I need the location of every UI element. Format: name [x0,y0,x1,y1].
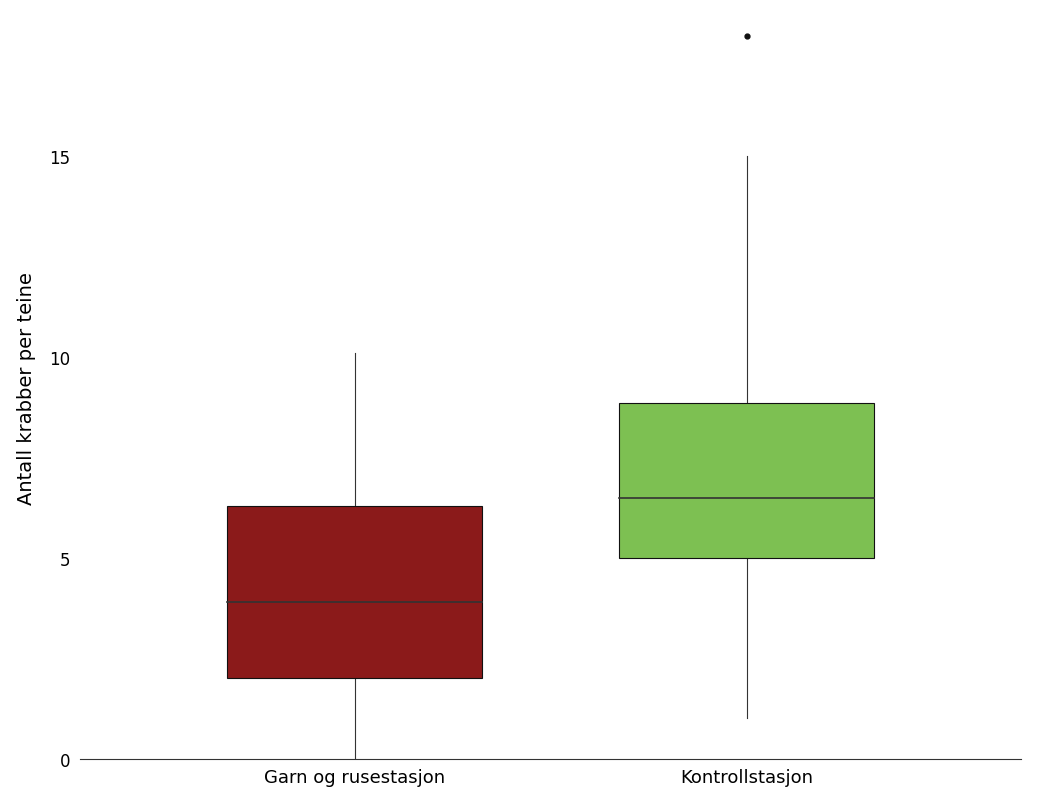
Bar [620,404,874,558]
Y-axis label: Antall krabber per teine: Antall krabber per teine [17,271,35,504]
Bar [227,506,483,679]
